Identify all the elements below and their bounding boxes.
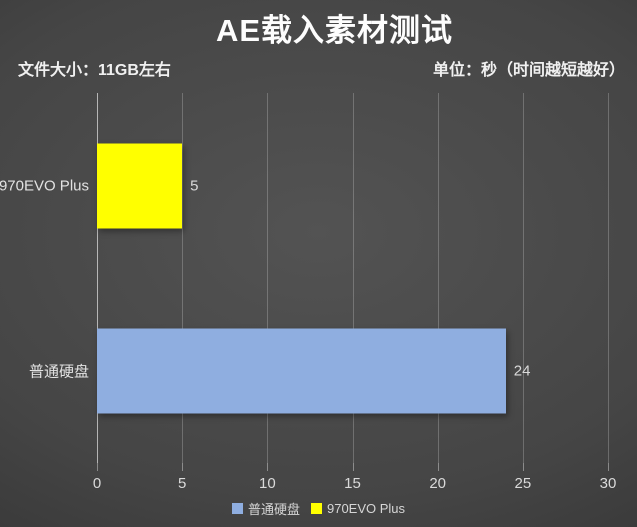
gridline xyxy=(522,93,524,463)
legend-item: 普通硬盘 xyxy=(231,499,300,518)
axis-tick xyxy=(522,463,524,471)
legend: 普通硬盘 970EVO Plus xyxy=(0,499,637,518)
value-axis-tick-label: 25 xyxy=(514,475,532,492)
gridline xyxy=(437,93,439,463)
gridline xyxy=(182,93,184,463)
chart-title: AE载入素材测试 xyxy=(215,13,454,48)
axis-tick xyxy=(437,463,439,471)
legend-item: 970EVO Plus xyxy=(310,501,406,516)
legend-label: 970EVO Plus xyxy=(326,501,406,516)
gridline xyxy=(608,93,609,463)
legend-label: 普通硬盘 xyxy=(247,502,300,517)
bar-970EVO Plus xyxy=(97,143,183,228)
subtitle-unit: 单位：秒（时间越短越好） xyxy=(432,62,625,79)
value-axis-line xyxy=(97,93,98,463)
subtitle-file-size: 文件大小：11GB左右 xyxy=(18,62,171,79)
gridline xyxy=(352,93,354,463)
value-axis-tick-label: 20 xyxy=(429,475,446,492)
data-label: 24 xyxy=(513,362,531,379)
axis-tick xyxy=(97,463,98,471)
gridline xyxy=(267,93,269,463)
value-axis-labels: 0 5 10 15 20 25 30 xyxy=(93,475,617,495)
axis-tick xyxy=(182,463,184,471)
value-axis-tick-label: 0 xyxy=(92,475,102,492)
legend-swatch xyxy=(310,503,322,514)
value-axis-tick-label: 5 xyxy=(177,475,187,492)
axis-tick xyxy=(267,463,269,471)
value-axis-tick-label: 10 xyxy=(258,475,276,492)
bar-普通硬盘 xyxy=(97,328,506,413)
category-label: 普通硬盘 xyxy=(28,363,89,380)
category-label: 970EVO Plus xyxy=(0,177,89,194)
category-axis-labels: 970EVO Plus 普通硬盘 xyxy=(0,93,89,463)
legend-swatch xyxy=(231,503,243,514)
axis-tick xyxy=(352,463,354,471)
plot-area: 5 24 xyxy=(97,93,609,471)
value-axis-tick-label: 15 xyxy=(344,475,361,492)
axis-tick xyxy=(608,463,609,471)
data-label: 5 xyxy=(190,177,199,194)
value-axis-tick-label: 30 xyxy=(599,475,617,492)
